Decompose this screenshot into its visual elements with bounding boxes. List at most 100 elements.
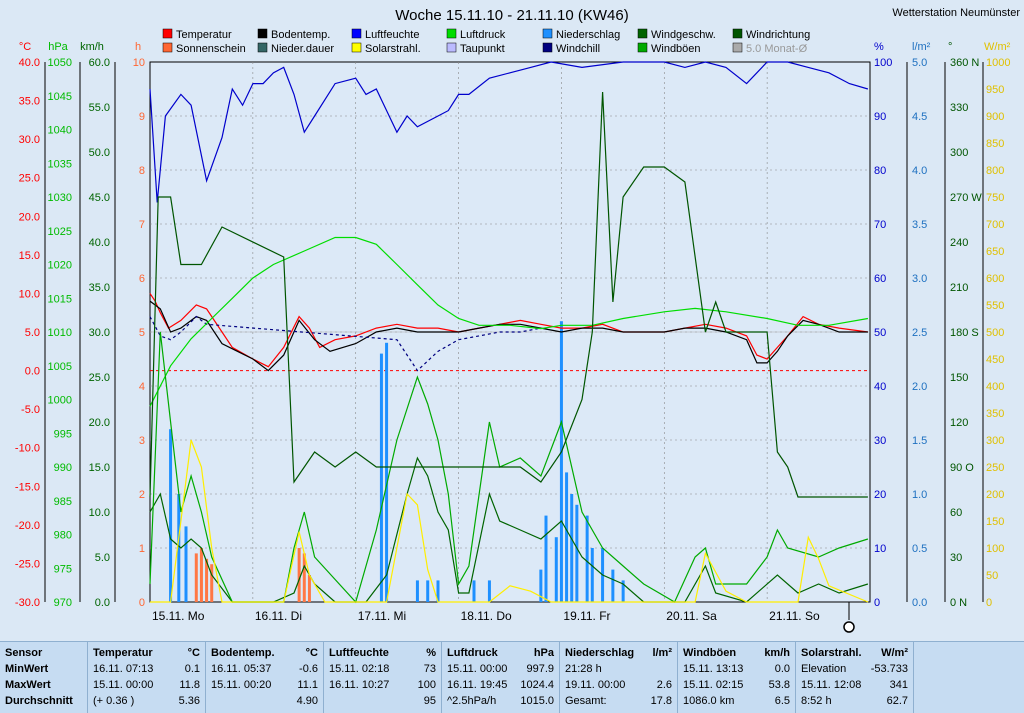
bar-niederschlag bbox=[570, 494, 574, 602]
legend-label: Taupunkt bbox=[460, 43, 505, 55]
axis-tick-solar: 300 bbox=[986, 435, 1004, 447]
axis-tick-rain: 0.0 bbox=[912, 597, 927, 609]
legend-label: 5.0 Monat-Ø bbox=[746, 43, 808, 55]
axis-tick-solar: 950 bbox=[986, 84, 1004, 96]
axis-tick-solar: 900 bbox=[986, 111, 1004, 123]
legend-label: Nieder.dauer bbox=[271, 43, 334, 55]
axis-tick-rain: 1.0 bbox=[912, 489, 927, 501]
axis-tick-wind: 35.0 bbox=[89, 282, 110, 294]
axis-tick-sun_hours: 5 bbox=[139, 327, 145, 339]
legend-swatch bbox=[732, 28, 743, 39]
stats-value: 1015.0 bbox=[520, 695, 554, 707]
stats-unit: °C bbox=[187, 647, 200, 659]
stats-unit: km/h bbox=[764, 647, 790, 659]
axis-tick-solar: 550 bbox=[986, 300, 1004, 312]
axis-tick-pressure: 1020 bbox=[48, 260, 72, 272]
axis-tick-sun_hours: 8 bbox=[139, 165, 145, 177]
stats-labels-column: Sensor MinWert MaxWert Durchschnitt bbox=[0, 642, 88, 713]
axis-tick-humidity: 90 bbox=[874, 111, 886, 123]
axis-tick-humidity: 50 bbox=[874, 327, 886, 339]
axis-tick-wind_dir: 30 bbox=[950, 552, 962, 564]
stats-time: 15.11. 00:00 bbox=[447, 663, 508, 675]
bar-niederschlag bbox=[426, 580, 430, 602]
stats-column-4: Niederschlag l/m² 21:28 h 19.11. 00:00 2.6 Ge… bbox=[560, 642, 678, 713]
stats-header: Windböen km/h bbox=[683, 645, 790, 661]
axis-unit-wind_dir: ° bbox=[948, 41, 952, 53]
axis-tick-sun_hours: 9 bbox=[139, 111, 145, 123]
axis-tick-rain: 3.0 bbox=[912, 273, 927, 285]
axis-tick-rain: 3.5 bbox=[912, 219, 927, 231]
bar-sonnenschein bbox=[210, 564, 214, 602]
stats-unit: l/m² bbox=[652, 647, 672, 659]
axis-tick-wind_dir: 120 bbox=[950, 417, 968, 429]
stats-column-1: Bodentemp. °C 16.11. 05:37 -0.6 15.11. 00:20… bbox=[206, 642, 324, 713]
bar-sonnenschein bbox=[307, 575, 311, 602]
axis-tick-pressure: 995 bbox=[54, 428, 72, 440]
axis-tick-rain: 0.5 bbox=[912, 543, 927, 555]
axis-tick-wind: 0.0 bbox=[95, 597, 110, 609]
axis-tick-sun_hours: 1 bbox=[139, 543, 145, 555]
axis-tick-temp: -15.0 bbox=[15, 481, 40, 493]
legend-swatch bbox=[542, 42, 553, 53]
stats-row: Elevation -53.733 bbox=[801, 661, 908, 677]
axis-unit-pressure: hPa bbox=[48, 41, 68, 53]
axis-unit-sun_hours: h bbox=[135, 41, 141, 53]
chart-title: Woche 15.11.10 - 21.11.10 (KW46) bbox=[395, 7, 628, 24]
stats-value: 6.5 bbox=[774, 695, 790, 707]
axis-tick-humidity: 20 bbox=[874, 489, 886, 501]
stats-header: Luftfeuchte% bbox=[329, 645, 436, 661]
stats-time: 16.11. 07:13 bbox=[93, 663, 154, 675]
legend-swatch bbox=[162, 42, 173, 53]
axis-tick-temp: 40.0 bbox=[19, 57, 40, 69]
bar-sonnenschein bbox=[194, 553, 198, 602]
axis-tick-solar: 750 bbox=[986, 192, 1004, 204]
axis-tick-wind_dir: 210 bbox=[950, 282, 968, 294]
axis-tick-wind: 5.0 bbox=[95, 552, 110, 564]
axis-tick-rain: 4.5 bbox=[912, 111, 927, 123]
axis-tick-pressure: 1030 bbox=[48, 192, 72, 204]
bar-sonnenschein bbox=[205, 558, 209, 602]
stats-row: 16.11. 10:27 100 bbox=[329, 677, 436, 693]
axis-unit-humidity: % bbox=[874, 41, 884, 53]
bar-niederschlag bbox=[559, 321, 563, 602]
stats-row: 16.11. 05:37 -0.6 bbox=[211, 661, 318, 677]
stats-time: 21:28 h bbox=[565, 663, 602, 675]
axis-tick-pressure: 1010 bbox=[48, 327, 72, 339]
stats-header: Luftdruck hPa bbox=[447, 645, 554, 661]
axis-tick-solar: 450 bbox=[986, 354, 1004, 366]
bar-niederschlag bbox=[544, 515, 548, 602]
legend-label: Solarstrahl. bbox=[365, 43, 421, 55]
series-windchill bbox=[149, 315, 542, 372]
axis-tick-sun_hours: 10 bbox=[133, 57, 145, 69]
legend-swatch bbox=[446, 28, 457, 39]
stats-row: 15.11. 12:08 341 bbox=[801, 677, 908, 693]
legend-label: Windrichtung bbox=[746, 29, 810, 41]
stats-value: 0.1 bbox=[184, 663, 200, 675]
stats-value: 95 bbox=[423, 695, 436, 707]
bar-niederschlag bbox=[177, 494, 181, 602]
bar-niederschlag bbox=[565, 472, 569, 602]
legend-swatch bbox=[162, 28, 173, 39]
axis-tick-pressure: 1040 bbox=[48, 125, 72, 137]
axis-tick-pressure: 975 bbox=[54, 563, 72, 575]
legend-label: Luftdruck bbox=[460, 29, 506, 41]
legend-label: Windböen bbox=[651, 43, 701, 55]
bar-niederschlag bbox=[385, 342, 389, 602]
stats-row: Gesamt: 17.8 bbox=[565, 693, 672, 709]
stats-time: 16.11. 19:45 bbox=[447, 679, 508, 691]
axis-tick-wind_dir: 330 bbox=[950, 102, 968, 114]
axis-tick-pressure: 1050 bbox=[48, 57, 72, 69]
stats-value: 11.8 bbox=[179, 679, 200, 691]
axis-tick-wind_dir: 60 bbox=[950, 507, 962, 519]
axis-tick-wind: 40.0 bbox=[89, 237, 110, 249]
stats-unit: hPa bbox=[533, 647, 554, 659]
legend-label: Luftfeuchte bbox=[365, 29, 419, 41]
axis-tick-rain: 4.0 bbox=[912, 165, 927, 177]
axis-unit-rain: l/m² bbox=[912, 41, 931, 53]
stats-row: 15.11. 02:18 73 bbox=[329, 661, 436, 677]
legend-swatch bbox=[732, 42, 743, 53]
axes: 40.035.030.025.020.015.010.05.00.0-5.0-1… bbox=[15, 41, 1011, 609]
axis-tick-temp: -10.0 bbox=[15, 443, 40, 455]
axis-tick-humidity: 70 bbox=[874, 219, 886, 231]
axis-tick-solar: 150 bbox=[986, 516, 1004, 528]
